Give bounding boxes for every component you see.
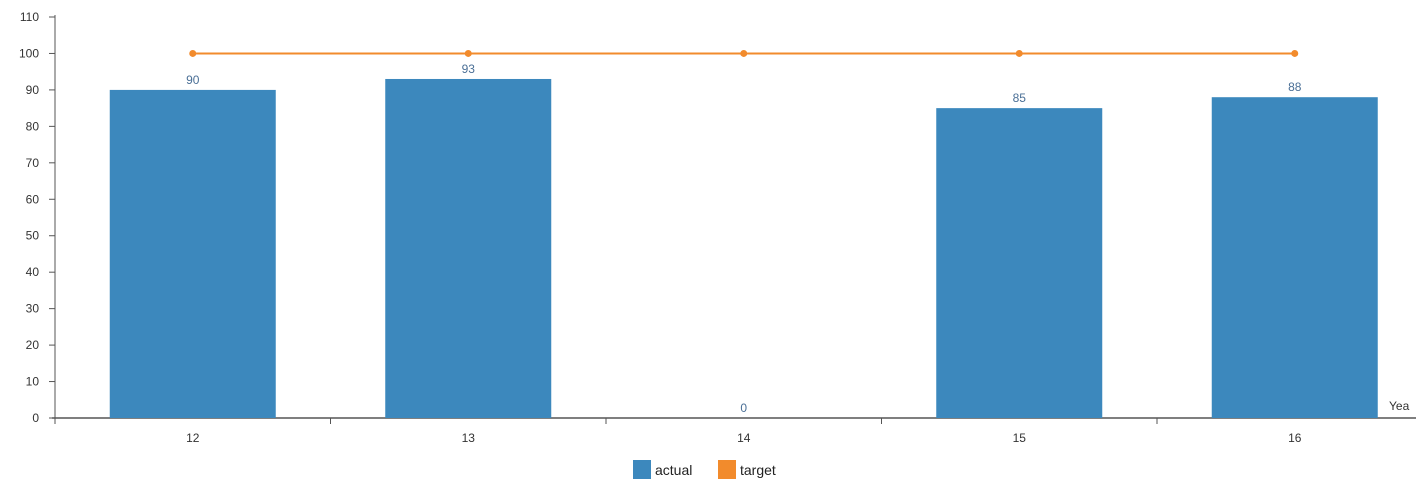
target-point (189, 49, 197, 57)
y-axis: 0 10 20 30 40 50 60 70 80 90 100 110 (19, 10, 56, 425)
legend-swatch-target (718, 460, 736, 479)
bar (109, 89, 276, 418)
y-tick-label: 50 (26, 229, 40, 243)
legend: actual target (633, 460, 776, 479)
x-tick-label: 14 (737, 431, 751, 445)
y-tick-label: 80 (26, 119, 40, 133)
target-series (189, 49, 1299, 57)
target-point (1291, 49, 1299, 57)
bar-data-label: 0 (740, 401, 747, 415)
y-tick-label: 60 (26, 192, 40, 206)
target-point (740, 49, 748, 57)
target-point (464, 49, 472, 57)
y-tick-label: 100 (19, 46, 39, 60)
bar (1211, 97, 1378, 418)
target-point (1015, 49, 1023, 57)
y-tick-label: 10 (26, 375, 40, 389)
legend-swatch-actual (633, 460, 651, 479)
y-tick-label: 0 (32, 411, 39, 425)
y-tick-label: 70 (26, 156, 40, 170)
y-tick-label: 90 (26, 83, 40, 97)
y-tick-label: 110 (20, 10, 39, 24)
x-tick-label: 12 (186, 431, 200, 445)
actual-bars (109, 78, 1378, 419)
x-tick-label: 16 (1288, 431, 1302, 445)
legend-label-target: target (740, 462, 776, 478)
bar (936, 108, 1103, 419)
y-tick-label: 40 (26, 265, 40, 279)
bar-data-label: 85 (1013, 91, 1027, 105)
x-axis-title: Yea (1389, 399, 1410, 413)
y-tick-label: 30 (26, 302, 40, 316)
bar-data-labels: 90 93 0 85 88 (186, 62, 1302, 415)
x-tick-label: 13 (462, 431, 476, 445)
legend-label-actual: actual (655, 462, 692, 478)
bar-data-label: 90 (186, 73, 200, 87)
bar (385, 78, 552, 419)
bar-data-label: 93 (462, 62, 476, 76)
y-tick-label: 20 (26, 338, 40, 352)
x-tick-label: 15 (1013, 431, 1027, 445)
bar-data-label: 88 (1288, 80, 1302, 94)
x-axis: 12 13 14 15 16 (52, 417, 1416, 445)
